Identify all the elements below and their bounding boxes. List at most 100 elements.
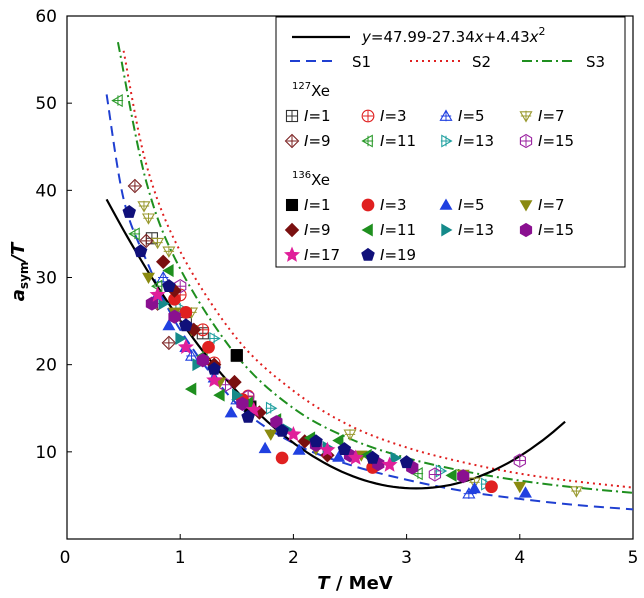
point-136xe-i11 bbox=[162, 264, 174, 278]
legend-fit-label: y=47.99-27.34x+4.43x2 bbox=[361, 25, 546, 46]
point-136xe-i13 bbox=[175, 332, 187, 345]
legend-group-heading-127xe: 127Xe bbox=[292, 81, 330, 100]
legend-marker-127xe-i15 bbox=[519, 133, 533, 149]
point-127xe-i5 bbox=[184, 349, 199, 362]
legend-label-136xe-i11: I=11 bbox=[380, 221, 416, 239]
legend-marker-136xe-i5 bbox=[439, 198, 453, 210]
legend-label-127xe-i9: I=9 bbox=[304, 132, 331, 150]
legend-marker-127xe-i3 bbox=[361, 109, 375, 123]
point-136xe-i19 bbox=[122, 204, 136, 218]
y-tick-label: 40 bbox=[35, 181, 57, 201]
point-136xe-i13 bbox=[232, 388, 244, 402]
legend-marker-136xe-i11 bbox=[361, 223, 373, 237]
point-136xe-i11 bbox=[213, 388, 225, 402]
legend-label-127xe-i3: I=3 bbox=[380, 107, 407, 125]
point-127xe-i7 bbox=[569, 485, 583, 498]
legend-marker-127xe-i13 bbox=[440, 134, 453, 148]
legend-label-136xe-i7: I=7 bbox=[538, 196, 565, 214]
y-axis-title: asym/T bbox=[8, 241, 31, 301]
point-136xe-i13 bbox=[390, 451, 402, 465]
point-136xe-i7 bbox=[264, 429, 278, 441]
point-136xe-i9 bbox=[155, 254, 171, 270]
x-tick-label: 1 bbox=[175, 548, 186, 568]
legend-marker-127xe-i5 bbox=[439, 109, 453, 122]
point-136xe-i5 bbox=[518, 486, 532, 498]
point-127xe-i5 bbox=[156, 270, 170, 283]
legend-marker-136xe-i17 bbox=[283, 246, 301, 262]
legend-label-127xe-i11: I=11 bbox=[380, 132, 416, 150]
legend-label-136xe-i9: I=9 bbox=[304, 221, 331, 239]
point-136xe-i3 bbox=[485, 480, 498, 494]
legend-curve-label-s1: S1 bbox=[352, 53, 371, 71]
x-tick-label: 5 bbox=[628, 548, 639, 568]
point-136xe-i9 bbox=[227, 374, 242, 390]
point-127xe-i13 bbox=[265, 401, 278, 415]
y-tick-label: 10 bbox=[35, 443, 57, 463]
legend-marker-136xe-i3 bbox=[361, 198, 375, 212]
legend-label-136xe-i1: I=1 bbox=[304, 196, 331, 214]
x-axis-title: T / MeV bbox=[317, 573, 393, 594]
x-tick-label: 0 bbox=[60, 548, 71, 568]
point-136xe-i3 bbox=[275, 451, 289, 465]
point-127xe-i11 bbox=[111, 93, 124, 108]
point-127xe-i7 bbox=[141, 213, 156, 225]
legend: y=47.99-27.34x+4.43x2 S1 S2 S3 127Xe 136… bbox=[275, 16, 626, 268]
point-136xe-i19 bbox=[275, 423, 289, 437]
point-136xe-i11 bbox=[445, 468, 457, 482]
legend-marker-127xe-i11 bbox=[361, 134, 374, 148]
legend-marker-136xe-i9 bbox=[284, 222, 300, 238]
point-136xe-i17 bbox=[381, 456, 398, 472]
point-136xe-i11 bbox=[332, 434, 344, 447]
point-127xe-i9 bbox=[127, 178, 143, 194]
point-136xe-i17 bbox=[319, 441, 336, 457]
legend-label-136xe-i13: I=13 bbox=[458, 221, 494, 239]
legend-entries: I=1 I=3 I=5 I=7 I=9 I=11 I=13 I=15 I=1 I=3 I=5 I=7 I… bbox=[283, 35, 574, 264]
point-136xe-i5 bbox=[468, 481, 481, 494]
legend-label-127xe-i1: I=1 bbox=[304, 107, 331, 125]
legend-curve-label-s3: S3 bbox=[586, 53, 605, 71]
legend-marker-127xe-i7 bbox=[519, 110, 533, 123]
legend-label-136xe-i15: I=15 bbox=[538, 221, 574, 239]
curve-s2 bbox=[122, 50, 633, 489]
point-136xe-i5 bbox=[292, 443, 306, 455]
point-136xe-i7 bbox=[142, 272, 155, 285]
y-tick-label: 30 bbox=[35, 269, 57, 289]
point-136xe-i19 bbox=[337, 442, 352, 455]
point-136xe-i15 bbox=[236, 396, 249, 411]
legend-marker-136xe-i13 bbox=[441, 223, 453, 237]
y-tick-label: 50 bbox=[35, 94, 57, 114]
point-136xe-i15 bbox=[196, 353, 209, 368]
legend-marker-127xe-i1 bbox=[285, 109, 299, 123]
legend-marker-136xe-i1 bbox=[285, 198, 299, 212]
legend-marker-136xe-i19 bbox=[361, 247, 375, 261]
point-136xe-i19 bbox=[399, 455, 414, 469]
y-tick-label: 20 bbox=[35, 356, 57, 376]
point-127xe-i15 bbox=[513, 453, 526, 468]
legend-label-127xe-i13: I=13 bbox=[458, 132, 494, 150]
point-136xe-i17 bbox=[285, 426, 302, 442]
point-136xe-i19 bbox=[241, 409, 255, 423]
point-127xe-i7 bbox=[162, 246, 176, 258]
legend-group-heading-136xe: 136Xe bbox=[292, 170, 330, 189]
curve-s3 bbox=[116, 41, 633, 494]
legend-curve-label-s2: S2 bbox=[472, 53, 491, 71]
legend-label-136xe-i17: I=17 bbox=[304, 246, 340, 264]
point-127xe-i9 bbox=[161, 335, 177, 351]
point-127xe-i7 bbox=[150, 237, 165, 250]
point-136xe-i19 bbox=[179, 318, 193, 332]
point-136xe-i5 bbox=[332, 450, 346, 462]
point-136xe-i17 bbox=[347, 449, 364, 465]
point-136xe-i19 bbox=[133, 244, 148, 258]
point-136xe-i11 bbox=[184, 382, 197, 396]
point-136xe-i3 bbox=[179, 306, 193, 319]
point-136xe-i17 bbox=[177, 338, 194, 355]
legend-label-127xe-i15: I=15 bbox=[538, 132, 574, 150]
point-136xe-i1 bbox=[230, 349, 243, 362]
point-127xe-i7 bbox=[343, 429, 357, 442]
x-tick-label: 2 bbox=[288, 548, 299, 568]
legend-label-127xe-i5: I=5 bbox=[458, 107, 485, 125]
point-136xe-i19 bbox=[162, 279, 176, 292]
point-136xe-i19 bbox=[365, 450, 380, 464]
point-136xe-i19 bbox=[309, 434, 323, 448]
